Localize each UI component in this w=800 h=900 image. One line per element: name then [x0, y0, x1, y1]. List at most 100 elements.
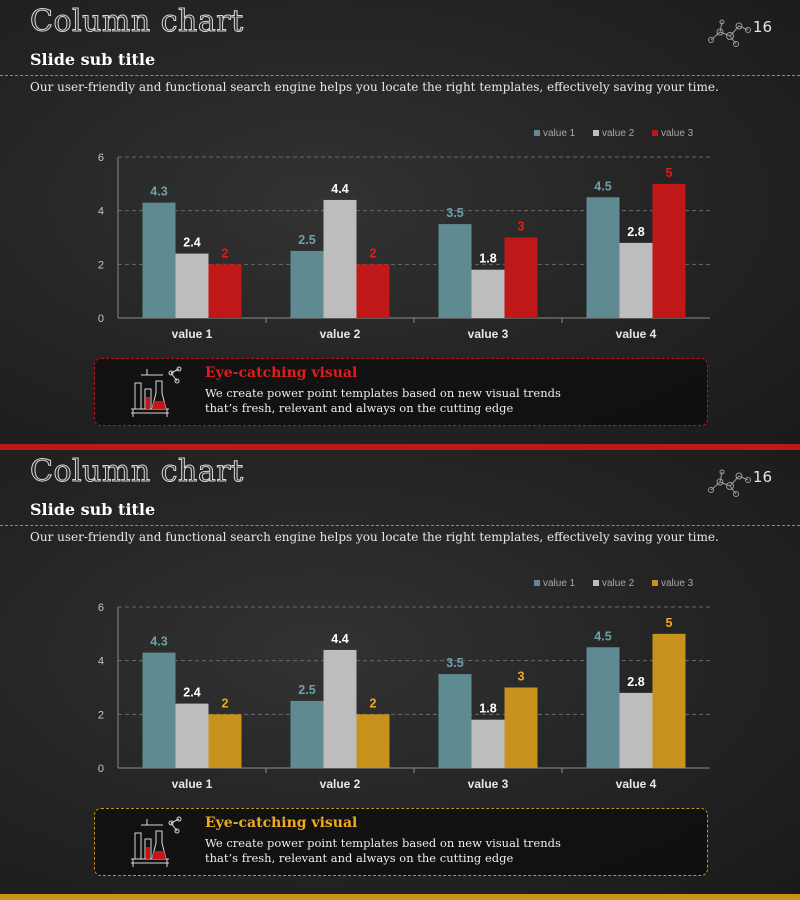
bar-value-2-value-3	[471, 719, 505, 768]
bar-value-2-value-1	[175, 253, 209, 318]
data-label: 2.5	[298, 683, 315, 697]
callout-line-1: We create power point templates based on…	[205, 836, 561, 850]
data-label: 2.8	[627, 225, 644, 239]
slide-description: Our user-friendly and functional search …	[30, 530, 719, 544]
legend-swatch	[593, 580, 599, 586]
legend-swatch	[593, 130, 599, 136]
y-tick-label: 0	[98, 763, 104, 775]
column-chart: 0 2 4 6 4.3 2.4 2 value 1 2.5 4.4 2 value 2 3.5 1.8 3 v…	[98, 578, 710, 791]
data-label: 2.4	[183, 686, 200, 700]
data-label: 3.5	[446, 206, 463, 220]
slide-title: Column chart	[30, 454, 244, 490]
data-label: 2.8	[627, 675, 644, 689]
callout-title: Eye-catching visual	[205, 815, 358, 831]
x-tick-label: value 2	[320, 777, 361, 791]
x-tick-label: value 3	[468, 777, 509, 791]
bar-value-1-value-4	[586, 647, 620, 768]
molecule-icon	[708, 19, 751, 47]
callout-box: Eye-catching visual We create power poin…	[94, 808, 708, 876]
y-tick-label: 2	[98, 709, 104, 721]
x-tick-label: value 4	[616, 777, 657, 791]
column-chart: 0 2 4 6 4.3 2.4 2 value 1 2.5 4.4 2 value 2 3.5 1.8 3 v…	[98, 128, 710, 341]
data-label: 2.4	[183, 236, 200, 250]
x-tick-label: value 1	[172, 327, 213, 341]
bar-value-3-value-4	[652, 633, 686, 768]
legend-swatch	[534, 580, 540, 586]
bar-value-3-value-2	[356, 264, 390, 318]
bar-value-2-value-2	[323, 199, 357, 318]
data-label: 4.3	[150, 635, 167, 649]
y-tick-label: 0	[98, 313, 104, 325]
molecule-icon	[708, 469, 751, 497]
data-label: 5	[666, 166, 673, 180]
bar-value-2-value-3	[471, 269, 505, 318]
legend-swatch	[652, 580, 658, 586]
data-label: 4.3	[150, 185, 167, 199]
bar-value-1-value-2	[290, 700, 324, 768]
accent-bar	[0, 894, 800, 900]
legend-label: value 1	[543, 578, 576, 589]
legend-label: value 1	[543, 128, 576, 139]
bar-value-1-value-3	[438, 674, 472, 768]
data-label: 5	[666, 616, 673, 630]
bar-value-2-value-2	[323, 649, 357, 768]
lab-flask-icon	[131, 816, 182, 867]
data-label: 4.4	[331, 632, 348, 646]
bar-value-3-value-3	[504, 237, 538, 318]
bar-value-2-value-4	[619, 242, 653, 318]
slide-1: Column chart 16 Slide sub title Our user…	[0, 0, 800, 450]
bar-value-1-value-1	[142, 202, 176, 318]
bar-value-1-value-2	[290, 250, 324, 318]
slide-subtitle: Slide sub title	[30, 500, 156, 519]
divider	[0, 75, 800, 76]
lab-flask-icon	[131, 366, 182, 417]
callout-text: We create power point templates based on…	[205, 836, 561, 866]
slide-subtitle: Slide sub title	[30, 50, 156, 69]
bar-value-1-value-1	[142, 652, 176, 768]
bar-value-1-value-3	[438, 224, 472, 318]
x-tick-label: value 1	[172, 777, 213, 791]
slide-2: Column chart 16 Slide sub title Our user…	[0, 450, 800, 900]
slide-description: Our user-friendly and functional search …	[30, 80, 719, 94]
callout-title: Eye-catching visual	[205, 365, 358, 381]
data-label: 2	[370, 696, 377, 710]
x-tick-label: value 2	[320, 327, 361, 341]
bar-value-3-value-2	[356, 714, 390, 768]
x-tick-label: value 3	[468, 327, 509, 341]
data-label: 4.5	[594, 179, 611, 193]
y-tick-label: 4	[98, 656, 104, 668]
y-tick-label: 4	[98, 206, 104, 218]
data-label: 2.5	[298, 233, 315, 247]
accent-bar	[0, 444, 800, 450]
data-label: 3	[518, 670, 525, 684]
data-label: 1.8	[479, 702, 496, 716]
data-label: 1.8	[479, 252, 496, 266]
slide-title: Column chart	[30, 4, 244, 40]
bar-value-3-value-4	[652, 183, 686, 318]
x-tick-label: value 4	[616, 327, 657, 341]
bar-value-3-value-1	[208, 264, 242, 318]
bar-value-2-value-1	[175, 703, 209, 768]
data-label: 3.5	[446, 656, 463, 670]
legend-swatch	[652, 130, 658, 136]
page-number: 16	[752, 468, 772, 486]
y-tick-label: 6	[98, 602, 104, 614]
legend-label: value 3	[661, 578, 694, 589]
legend-label: value 3	[661, 128, 694, 139]
data-label: 2	[370, 246, 377, 260]
data-label: 4.4	[331, 182, 348, 196]
legend-label: value 2	[602, 578, 635, 589]
data-label: 3	[518, 220, 525, 234]
bar-value-2-value-4	[619, 692, 653, 768]
y-tick-label: 6	[98, 152, 104, 164]
callout-line-2: that’s fresh, relevant and always on the…	[205, 851, 514, 865]
y-tick-label: 2	[98, 259, 104, 271]
divider	[0, 525, 800, 526]
data-label: 2	[222, 696, 229, 710]
bar-value-3-value-3	[504, 687, 538, 768]
data-label: 4.5	[594, 629, 611, 643]
page-number: 16	[752, 18, 772, 36]
legend-swatch	[534, 130, 540, 136]
legend-label: value 2	[602, 128, 635, 139]
bar-value-1-value-4	[586, 197, 620, 318]
